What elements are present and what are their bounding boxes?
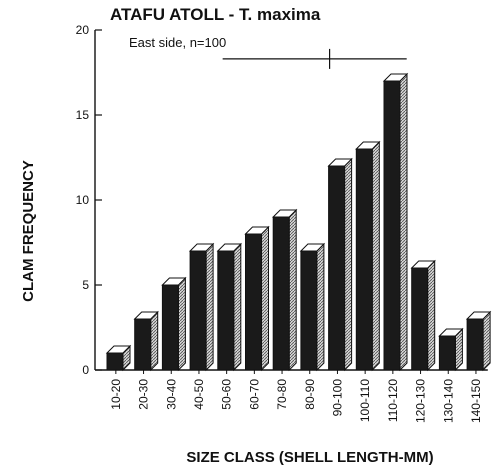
bar-front (466, 318, 484, 371)
bar-front (272, 216, 290, 371)
bar (216, 242, 243, 372)
bar-front (355, 148, 373, 371)
y-axis-label: CLAM FREQUENCY (20, 160, 37, 302)
bar (382, 72, 409, 372)
x-tick-label: 50-60 (220, 379, 234, 410)
x-tick-label: 20-30 (137, 379, 151, 410)
y-tick-label: 0 (82, 363, 89, 377)
bar-side (205, 242, 214, 372)
bar-side (261, 225, 269, 372)
y-tick-label: 20 (76, 23, 90, 37)
x-tick-label: 60-70 (247, 379, 261, 410)
bar-front (300, 250, 318, 371)
bar (299, 242, 326, 372)
bar-front (161, 284, 179, 371)
bar-front (411, 267, 429, 371)
x-tick-label: 140-150 (469, 379, 483, 423)
bar (105, 344, 132, 372)
plot-area: 0 5 10 15 20 10-20 20-30 30-40 40-50 50-60 60-70 70… (76, 23, 492, 423)
bar (161, 276, 187, 372)
bar-front (328, 165, 346, 371)
x-tick-label: 40-50 (192, 379, 206, 410)
y-tick-label: 10 (76, 193, 90, 207)
x-axis-label: SIZE CLASS (SHELL LENGTH-MM) (186, 449, 433, 466)
bar-front (217, 250, 235, 371)
bar-side (344, 157, 353, 372)
bar-front (134, 318, 152, 371)
x-tick-label: 110-120 (386, 379, 400, 422)
bar (465, 310, 492, 372)
chart-title: ATAFU ATOLL - T. maxima (110, 5, 321, 24)
y-tick-label: 15 (76, 108, 90, 122)
bar-front (438, 335, 456, 371)
bar (410, 259, 436, 372)
x-tick-label: 130-140 (441, 379, 455, 423)
x-tick-label: 80-90 (303, 379, 317, 410)
bar (244, 225, 270, 372)
bar-front (106, 352, 124, 371)
bar (271, 208, 298, 372)
bar-front (189, 250, 207, 371)
bar-side (288, 208, 297, 372)
bar (133, 310, 159, 372)
bar-side (482, 310, 491, 372)
bar (327, 157, 353, 372)
chart-subtitle: East side, n=100 (129, 35, 226, 50)
bar-side (316, 242, 325, 372)
bar (355, 140, 381, 372)
bar-side (150, 310, 159, 372)
x-tick-label: 100-110 (358, 379, 372, 422)
x-tick-label: 10-20 (109, 379, 123, 410)
bar (188, 242, 215, 372)
x-tick-label: 120-130 (414, 379, 428, 423)
y-tick-label: 5 (82, 278, 89, 292)
bar-side (399, 72, 408, 372)
bar (438, 327, 464, 372)
bar-side (177, 276, 186, 372)
x-tick-label: 70-80 (275, 379, 289, 410)
bar-side (371, 140, 380, 372)
x-tick-label: 90-100 (330, 379, 344, 417)
bar-side (233, 242, 242, 372)
bar-side (427, 259, 436, 372)
bar-front (245, 233, 262, 371)
x-tick-label: 30-40 (164, 379, 178, 410)
bar-front (383, 80, 401, 371)
